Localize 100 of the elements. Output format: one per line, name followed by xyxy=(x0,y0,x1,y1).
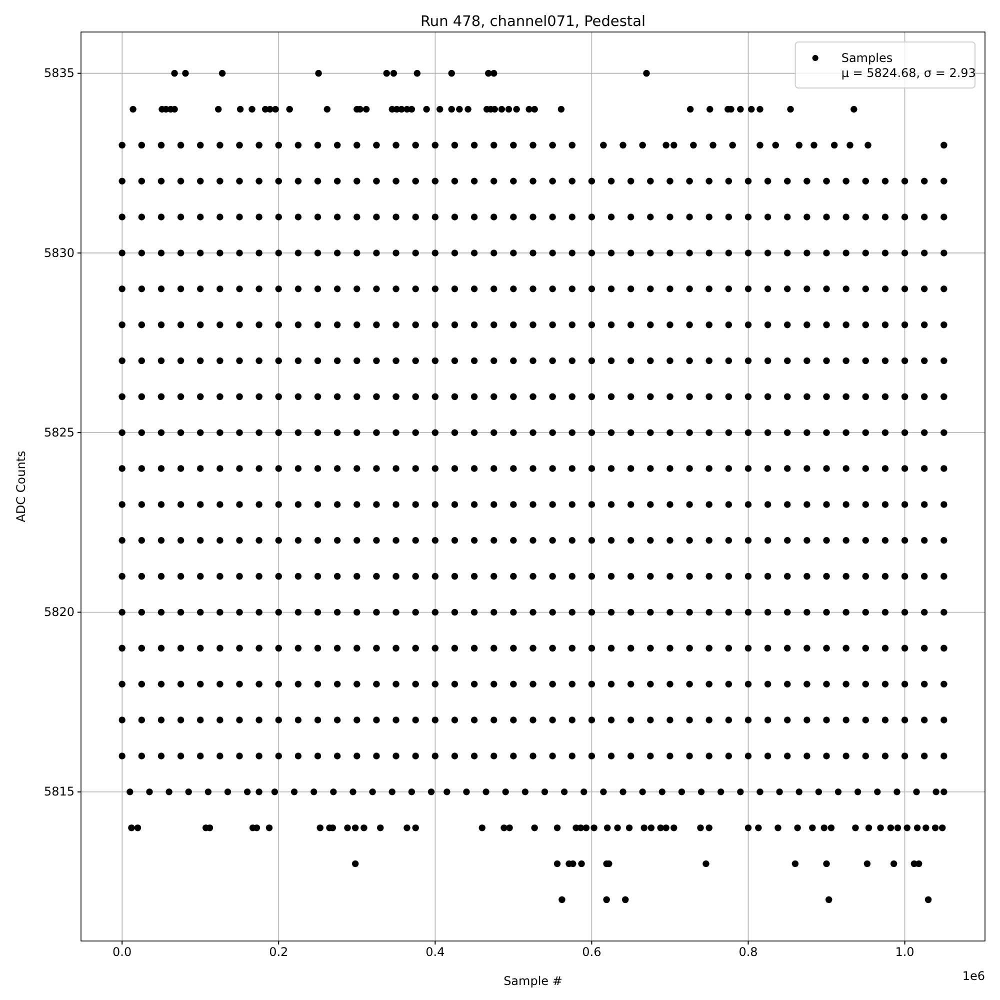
point xyxy=(588,680,596,688)
point xyxy=(549,286,556,292)
point xyxy=(294,142,302,149)
point xyxy=(686,214,693,220)
point xyxy=(510,608,517,616)
point xyxy=(118,142,126,149)
point xyxy=(256,788,262,796)
point xyxy=(138,429,146,436)
point xyxy=(901,178,908,184)
point xyxy=(725,321,732,328)
point xyxy=(823,572,830,580)
point xyxy=(256,644,262,652)
point xyxy=(196,286,204,292)
point xyxy=(256,321,262,328)
point xyxy=(549,214,556,220)
point xyxy=(666,537,674,544)
point xyxy=(608,393,615,400)
point xyxy=(755,824,762,832)
point xyxy=(490,321,498,328)
point xyxy=(392,142,400,149)
point xyxy=(882,465,889,472)
point xyxy=(588,250,596,256)
point xyxy=(620,788,626,796)
point xyxy=(706,286,712,292)
point xyxy=(784,250,791,256)
point xyxy=(882,537,889,544)
point xyxy=(236,321,243,328)
point xyxy=(744,429,752,436)
point xyxy=(490,250,498,256)
point xyxy=(334,608,341,616)
point xyxy=(804,429,810,436)
point xyxy=(608,178,615,184)
point xyxy=(784,501,791,508)
point xyxy=(236,286,243,292)
point xyxy=(236,393,243,400)
point xyxy=(940,572,948,580)
point xyxy=(510,321,517,328)
point xyxy=(940,178,948,184)
point xyxy=(904,824,911,832)
point xyxy=(932,788,940,796)
point xyxy=(244,788,251,796)
point xyxy=(392,644,400,652)
point xyxy=(314,501,322,508)
point xyxy=(842,357,850,364)
point xyxy=(412,716,419,724)
y-tick-label: 5815 xyxy=(44,784,74,799)
point xyxy=(138,680,146,688)
point xyxy=(639,142,646,149)
point xyxy=(608,286,615,292)
point xyxy=(784,608,791,616)
point xyxy=(823,644,830,652)
point xyxy=(686,286,693,292)
point xyxy=(823,716,830,724)
point xyxy=(256,178,262,184)
point xyxy=(706,608,712,616)
point xyxy=(470,572,478,580)
point xyxy=(510,178,517,184)
point xyxy=(158,572,165,580)
point xyxy=(158,752,165,760)
point xyxy=(706,752,712,760)
point xyxy=(362,106,370,113)
point xyxy=(554,824,561,832)
point xyxy=(522,788,529,796)
point xyxy=(568,429,576,436)
point xyxy=(784,178,791,184)
point xyxy=(764,321,772,328)
point xyxy=(764,644,772,652)
point xyxy=(686,250,693,256)
point xyxy=(510,716,517,724)
point xyxy=(432,214,439,220)
point xyxy=(541,788,548,796)
point xyxy=(314,214,322,220)
point xyxy=(666,393,674,400)
point xyxy=(647,608,654,616)
point xyxy=(794,824,801,832)
point xyxy=(334,537,341,544)
point xyxy=(204,788,212,796)
point xyxy=(490,572,498,580)
point xyxy=(804,178,810,184)
point xyxy=(725,465,732,472)
point xyxy=(490,716,498,724)
point xyxy=(334,680,341,688)
point xyxy=(706,824,712,832)
point xyxy=(744,537,752,544)
point xyxy=(373,250,380,256)
point xyxy=(412,465,419,472)
point xyxy=(922,824,930,832)
point xyxy=(256,537,262,544)
point xyxy=(451,680,458,688)
point xyxy=(428,788,435,796)
point xyxy=(392,608,400,616)
point xyxy=(549,321,556,328)
point xyxy=(568,393,576,400)
point xyxy=(608,429,615,436)
point xyxy=(686,752,693,760)
point xyxy=(862,178,870,184)
point xyxy=(804,644,810,652)
point xyxy=(236,572,243,580)
point xyxy=(334,178,341,184)
point xyxy=(666,572,674,580)
